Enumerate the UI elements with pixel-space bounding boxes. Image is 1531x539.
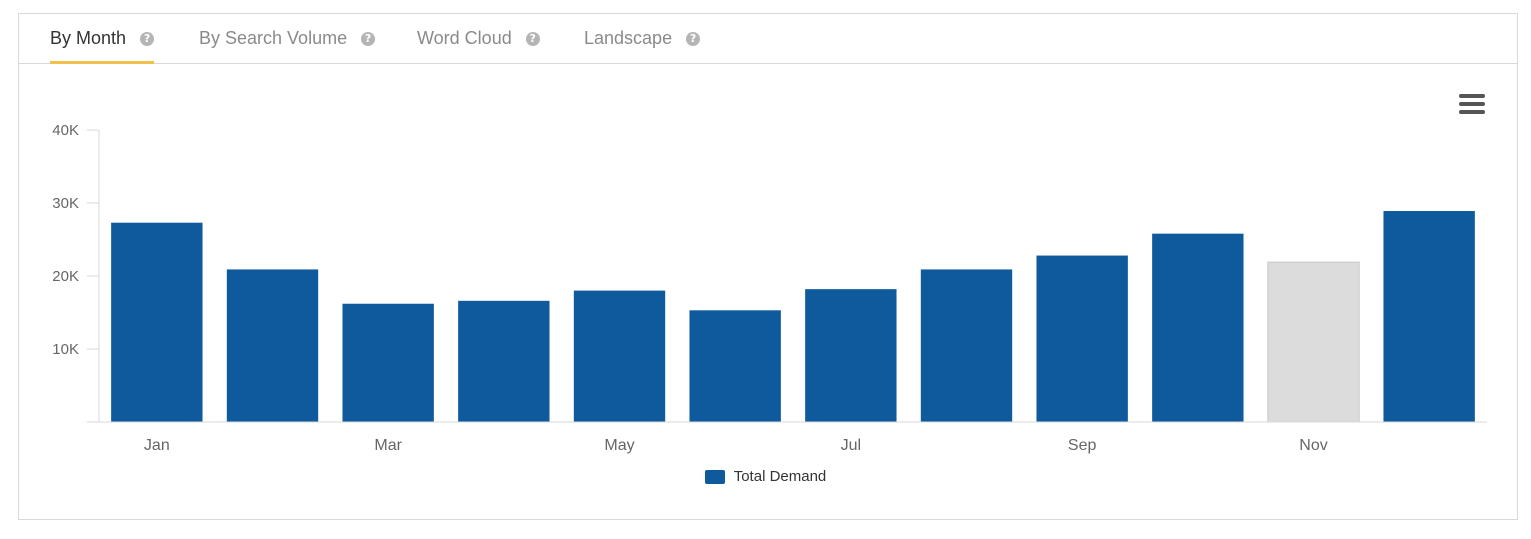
bar-apr[interactable] <box>458 300 550 422</box>
x-tick-label: Sep <box>1068 437 1097 454</box>
x-tick-label: Nov <box>1299 437 1327 454</box>
bar-nov[interactable] <box>1267 261 1360 423</box>
active-tab-underline <box>50 61 155 64</box>
legend[interactable]: Total Demand <box>0 468 1531 485</box>
bar-dec[interactable] <box>1383 211 1475 422</box>
y-tick-label: 40K <box>52 122 79 139</box>
tab-word-cloud[interactable]: Word Cloud ? <box>417 14 540 63</box>
help-icon[interactable]: ? <box>140 31 155 46</box>
bar-mar[interactable] <box>342 303 434 422</box>
x-tick-label: Jul <box>841 437 861 454</box>
tab-label: Landscape <box>584 28 673 48</box>
bar-jan[interactable] <box>111 222 203 422</box>
help-icon[interactable]: ? <box>361 31 376 46</box>
x-axis: Jan Mar May Jul Sep Nov <box>87 421 1487 454</box>
tab-by-month[interactable]: By Month ? <box>50 14 155 64</box>
x-tick-label: Mar <box>374 437 402 454</box>
bar-jun[interactable] <box>689 310 781 422</box>
x-tick-label: May <box>604 437 634 454</box>
y-tick-label: 30K <box>52 195 79 212</box>
tab-label: Word Cloud <box>417 28 512 48</box>
legend-swatch <box>704 469 725 484</box>
tab-bar: By Month ? By Search Volume ? Word Cloud… <box>19 14 1517 64</box>
tab-landscape[interactable]: Landscape ? <box>584 14 701 63</box>
y-tick-label: 10K <box>52 341 79 358</box>
bar-jul[interactable] <box>805 289 897 422</box>
bar-may[interactable] <box>573 290 666 422</box>
tab-by-search-volume[interactable]: By Search Volume ? <box>199 14 376 63</box>
tab-label: By Month <box>50 28 127 48</box>
bar-aug[interactable] <box>920 269 1013 422</box>
tab-label: By Search Volume <box>199 28 348 48</box>
x-tick-label: Jan <box>144 437 170 454</box>
legend-label: Total Demand <box>733 468 827 485</box>
bar-sep[interactable] <box>1036 255 1128 422</box>
y-tick-label: 20K <box>52 268 79 285</box>
help-icon[interactable]: ? <box>686 31 701 46</box>
help-icon[interactable]: ? <box>525 31 540 46</box>
hamburger-menu-icon[interactable] <box>1459 94 1485 116</box>
bar-feb[interactable] <box>226 269 319 422</box>
y-axis: 10K 20K 30K 40K <box>52 122 100 422</box>
bars <box>111 211 1475 423</box>
bar-oct[interactable] <box>1152 233 1244 422</box>
